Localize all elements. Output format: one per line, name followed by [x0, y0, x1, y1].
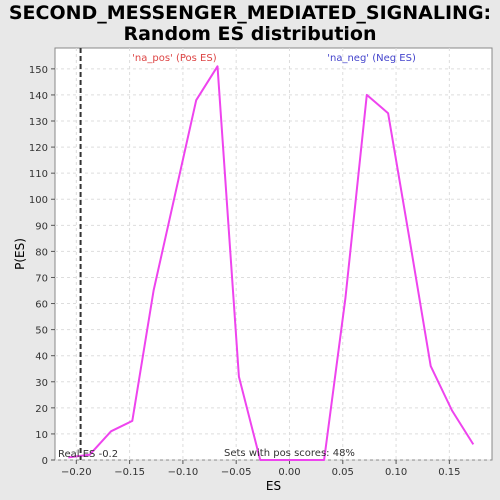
y-tick-label: 100 [29, 195, 48, 206]
y-tick-label: 60 [35, 300, 48, 311]
series-group [68, 65, 475, 461]
y-tick-label: 130 [29, 117, 48, 128]
y-tick-label: 80 [35, 247, 48, 258]
plot-area [54, 47, 493, 461]
chart-title-line1: SECOND_MESSENGER_MEDIATED_SIGNALING: [8, 2, 492, 24]
y-tick-label: 120 [29, 143, 48, 154]
grid-lines [55, 48, 492, 461]
x-tick-label: −0.05 [221, 467, 252, 478]
pos-es-label: 'na_pos' (Pos ES) [132, 53, 217, 64]
neg-es-label: 'na_neg' (Neg ES) [327, 53, 416, 64]
x-tick-label: 0.00 [278, 467, 300, 478]
es-distribution-line [68, 65, 475, 461]
real-es-label: Real ES -0.2 [58, 449, 118, 460]
y-axis-label: P(ES) [13, 238, 27, 270]
chart-title-line2: Random ES distribution [123, 23, 377, 45]
y-tick-label: 150 [29, 65, 48, 76]
y-tick-label: 40 [35, 352, 48, 363]
x-tick-label: 0.15 [438, 467, 460, 478]
y-tick-label: 30 [35, 378, 48, 389]
y-tick-label: 70 [35, 273, 48, 284]
y-tick-label: 20 [35, 404, 48, 415]
x-tick-label: −0.10 [168, 467, 199, 478]
x-axis-label: ES [266, 479, 281, 493]
y-tick-label: 10 [35, 430, 48, 441]
x-tick-label: 0.10 [385, 467, 407, 478]
axes: 0 10 20 30 40 50 60 70 80 90 100 110 120 130 140 150 −0.… [29, 65, 461, 478]
pos-scores-label: Sets with pos scores: 48% [224, 448, 355, 459]
x-tick-label: 0.05 [332, 467, 354, 478]
x-tick-label: −0.15 [114, 467, 145, 478]
x-tick-label: −0.20 [61, 467, 92, 478]
y-tick-label: 110 [29, 169, 48, 180]
y-tick-label: 140 [29, 91, 48, 102]
y-tick-label: 50 [35, 326, 48, 337]
y-tick-label: 90 [35, 221, 48, 232]
y-tick-label: 0 [42, 456, 48, 467]
